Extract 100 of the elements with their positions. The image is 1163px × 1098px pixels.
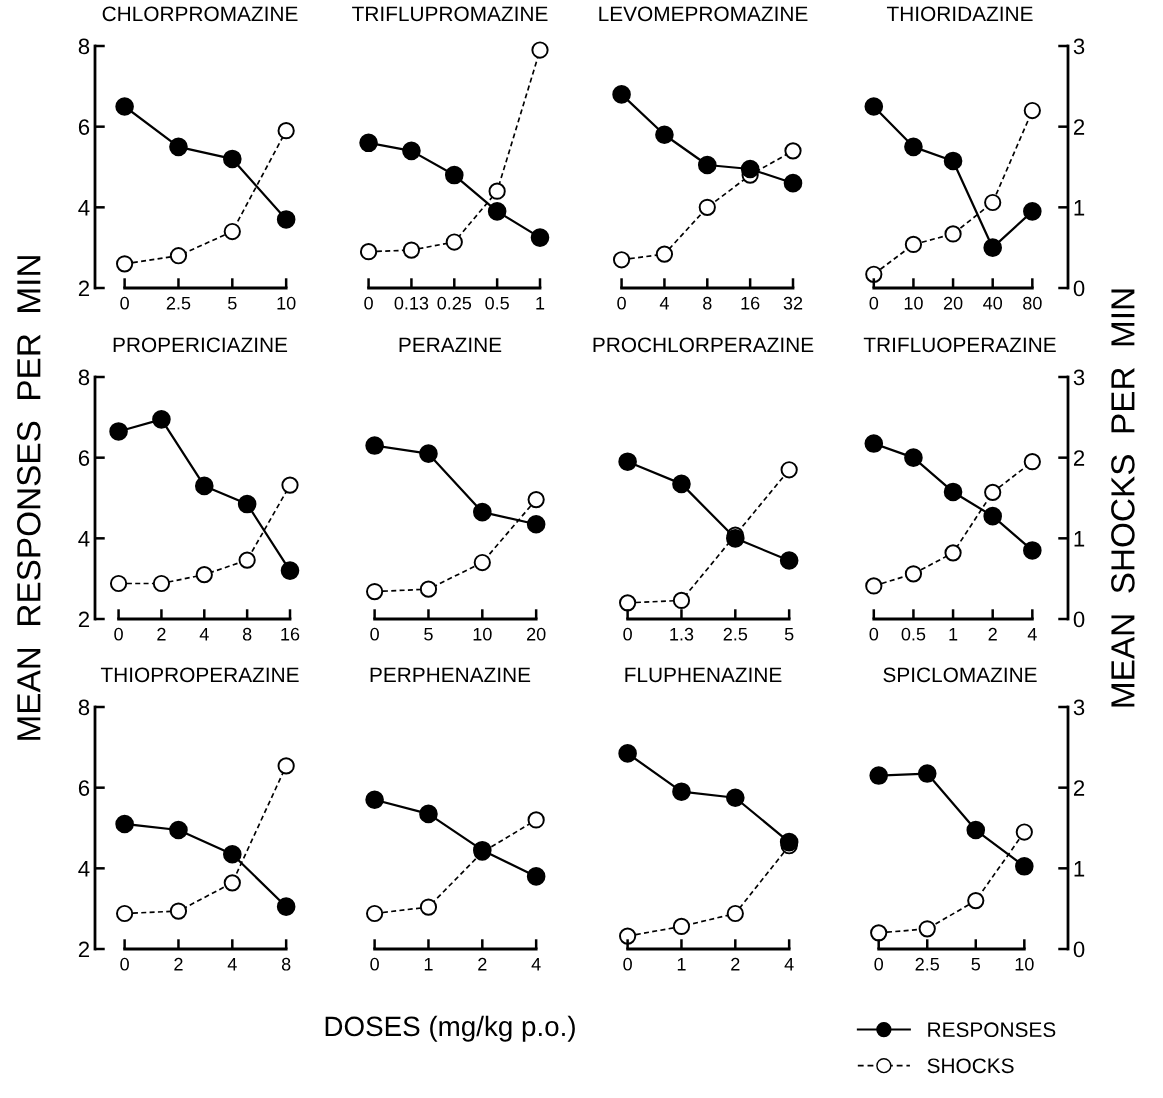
y2-tick-label: 2 [1073,450,1085,466]
point [943,151,963,171]
x-tick-label: 16 [281,627,300,641]
point [672,591,691,610]
point [488,182,506,200]
chart-title: PROCHLORPERAZINE [593,337,814,353]
x-tick-label: 0 [114,627,123,641]
x-tick-label: 2 [988,627,997,641]
point [904,448,923,467]
point [1023,541,1042,560]
point [966,820,986,840]
x-tick-label: 0.25 [437,296,472,310]
y-tick-label: 4 [78,531,90,547]
point [359,243,378,261]
point [223,149,242,169]
x-tick-label: 4 [199,628,209,641]
x-tick-label: 1 [677,958,686,971]
point [870,924,888,942]
point [612,85,631,104]
point [169,137,188,157]
chart-title: LEVOMEPROMAZINE [599,6,808,22]
y2-tick-label: 0 [1073,280,1085,297]
x-tick-label: 5 [424,628,433,641]
point [526,514,546,534]
point [1023,101,1041,120]
point [115,814,134,834]
chart-title: PERAZINE [399,337,502,352]
x-tick-label: 0 [623,627,632,641]
point [984,193,1002,212]
y-tick-label: 6 [78,450,90,466]
point [419,444,438,463]
point [402,241,421,259]
chart-title: PROPERICIAZINE [113,337,288,353]
point [1023,453,1041,471]
x-tick-label: 40 [983,296,1003,310]
y2-tick-label: 3 [1073,699,1085,716]
y2-axis-title: MEAN SHOCKS PER MIN [1111,289,1135,707]
x-tick-label: 1 [424,958,433,971]
point [366,582,384,601]
point [984,483,1002,501]
point [726,904,744,923]
x-tick-label: 2 [174,957,183,971]
y-tick-label: 6 [78,780,90,796]
y-tick-label: 2 [78,941,90,958]
x-tick-label: 20 [943,296,963,310]
x-tick-label: 0 [370,627,379,641]
x-tick-label: 4 [659,297,669,310]
point [473,502,492,522]
point [784,142,802,160]
chart-title: PERPHENAZINE [370,667,531,682]
point [983,506,1002,526]
x-tick-label: 1 [949,628,958,641]
x-tick-label: 1 [536,297,545,310]
point [359,133,378,153]
point [473,553,491,572]
x-tick-label: 32 [783,296,803,310]
point [1015,857,1034,876]
point [223,874,241,892]
x-tick-label: 8 [281,957,291,971]
point [780,461,798,479]
x-tick-label: 16 [741,296,760,310]
point [277,122,295,140]
point [740,159,760,179]
point [419,580,438,598]
point [280,561,300,580]
x-tick-label: 4 [784,958,794,971]
x-tick-label: 0 [370,957,379,971]
point [195,566,213,584]
x-tick-label: 4 [1027,628,1037,641]
chart-title: CHLORPROMAZINE [102,6,298,22]
y-tick-label: 4 [78,861,90,877]
y-tick-label: 4 [78,200,90,216]
x-tick-label: 2 [157,627,166,641]
point [783,173,803,193]
point [865,577,883,595]
y-tick-label: 8 [78,38,90,55]
point [618,744,637,763]
x-tick-label: 1.3 [670,627,694,641]
point [531,41,549,59]
point [779,832,799,852]
x-tick-label: 20 [527,627,546,641]
point [365,436,384,455]
y2-tick-label: 1 [1074,531,1085,547]
y-tick-label: 8 [78,699,90,716]
y-tick-label: 6 [78,119,90,135]
point [672,917,691,936]
point [904,137,923,157]
x-tick-label: 10 [904,296,923,310]
y-tick-label: 8 [78,369,90,386]
x-tick-label: 0 [120,296,129,310]
chart-title: THIOPROPERAZINE [100,667,299,683]
point [402,141,421,161]
point [116,904,134,923]
y-tick-label: 2 [78,280,90,297]
chart-title: SPICLOMAZINE [883,667,1037,683]
x-tick-label: 2.5 [166,296,191,310]
point [917,764,937,783]
y2-tick-label: 1 [1074,200,1085,216]
point [983,238,1002,257]
y2-tick-label: 3 [1073,38,1085,55]
